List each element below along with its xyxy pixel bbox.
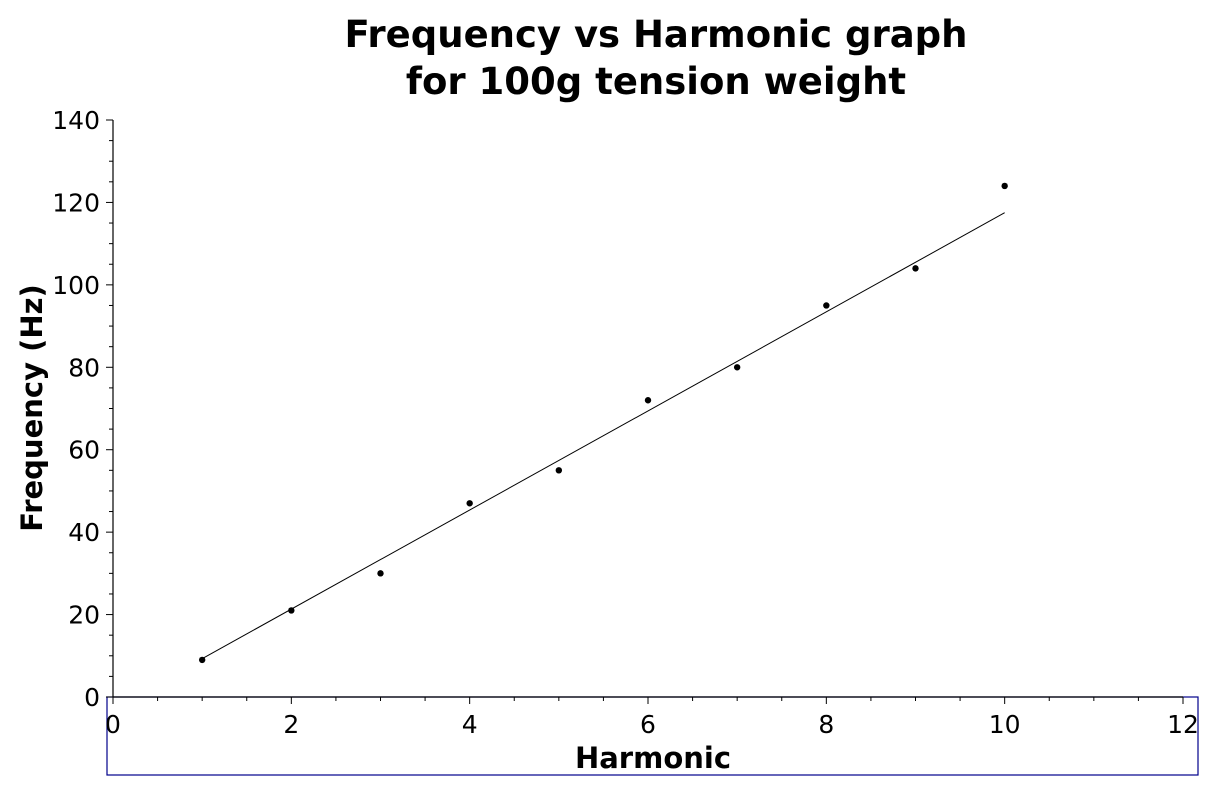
data-point (1001, 182, 1008, 190)
y-axis-ticks: 0 20 40 60 80 100 120 140 (52, 106, 113, 712)
x-tick-label: 4 (462, 710, 478, 739)
data-point (466, 500, 473, 507)
x-axis-ticks: 0 2 4 6 8 10 12 (105, 697, 1199, 739)
y-tick-label: 80 (68, 353, 100, 382)
x-tick-label: 10 (989, 710, 1021, 739)
data-point (288, 607, 295, 614)
chart-title-line-2: for 100g tension weight (406, 60, 906, 103)
y-tick-label: 100 (52, 271, 100, 300)
trend-line (201, 212, 1005, 660)
data-point (823, 302, 830, 309)
y-axis-label: Frequency (Hz) (15, 284, 49, 532)
y-tick-label: 40 (68, 518, 100, 547)
data-point (912, 265, 919, 272)
y-tick-label: 0 (84, 683, 100, 712)
data-point (733, 364, 741, 371)
data-point (644, 397, 652, 404)
y-tick-label: 140 (52, 106, 100, 135)
y-tick-label: 20 (68, 601, 100, 630)
data-point (377, 570, 384, 577)
plot-area (198, 182, 1008, 664)
x-tick-label: 0 (105, 710, 121, 739)
x-tick-label: 2 (283, 710, 299, 739)
data-point (555, 467, 563, 474)
chart-title-line-1: Frequency vs Harmonic graph (345, 13, 968, 56)
x-axis-label: Harmonic (575, 741, 731, 775)
y-tick-label: 120 (52, 188, 100, 217)
data-point (198, 656, 206, 664)
x-tick-label: 12 (1167, 710, 1199, 739)
y-tick-label: 60 (68, 436, 100, 465)
x-tick-label: 6 (640, 710, 656, 739)
x-tick-label: 8 (818, 710, 834, 739)
